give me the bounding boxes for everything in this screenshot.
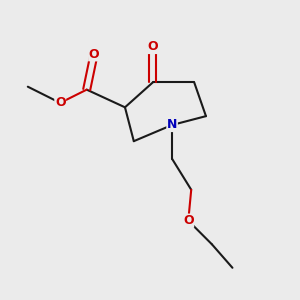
Text: N: N	[167, 118, 177, 131]
Text: O: O	[183, 214, 194, 227]
Text: O: O	[55, 96, 65, 110]
Text: O: O	[89, 48, 99, 61]
Text: O: O	[148, 40, 158, 53]
